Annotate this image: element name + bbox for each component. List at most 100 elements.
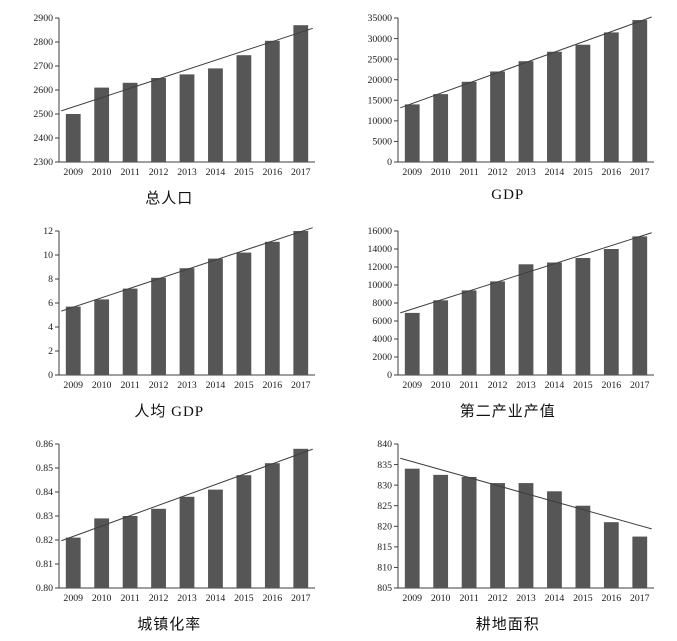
x-tick-label: 2017 bbox=[291, 167, 311, 178]
x-tick-label: 2014 bbox=[206, 380, 226, 391]
bar bbox=[433, 475, 448, 588]
chart-title-urbanization-rate: 城镇化率 bbox=[137, 613, 201, 634]
x-tick-label: 2012 bbox=[488, 167, 508, 178]
x-tick-label: 2017 bbox=[291, 380, 311, 391]
x-tick-label: 2017 bbox=[630, 167, 650, 178]
chart-title-total-population: 总人口 bbox=[145, 187, 193, 208]
y-tick-label: 835 bbox=[377, 460, 392, 471]
y-tick-label: 0 bbox=[387, 157, 392, 168]
y-tick-label: 2 bbox=[48, 346, 53, 357]
bar bbox=[265, 41, 280, 162]
bar bbox=[95, 88, 110, 162]
x-tick-label: 2013 bbox=[177, 593, 197, 604]
x-tick-label: 2013 bbox=[516, 167, 536, 178]
bar bbox=[151, 78, 166, 162]
bar bbox=[490, 71, 505, 162]
bar bbox=[518, 483, 533, 588]
bar bbox=[237, 253, 252, 375]
bar bbox=[575, 258, 590, 375]
bar bbox=[405, 104, 420, 162]
bar bbox=[237, 475, 252, 588]
y-tick-label: 0.86 bbox=[36, 439, 53, 450]
x-tick-label: 2009 bbox=[402, 167, 422, 178]
x-tick-label: 2011 bbox=[121, 167, 140, 178]
y-tick-label: 10000 bbox=[367, 280, 392, 291]
bar bbox=[294, 231, 309, 375]
x-tick-label: 2010 bbox=[431, 167, 451, 178]
x-tick-label: 2015 bbox=[573, 593, 593, 604]
y-tick-label: 2300 bbox=[34, 157, 54, 168]
y-tick-label: 825 bbox=[377, 501, 392, 512]
x-tick-label: 2015 bbox=[234, 380, 254, 391]
x-tick-label: 2012 bbox=[149, 167, 169, 178]
chart-title-gdp-per-capita: 人均 GDP bbox=[134, 400, 204, 421]
x-tick-label: 2009 bbox=[402, 380, 422, 391]
x-tick-label: 2016 bbox=[601, 380, 621, 391]
bar bbox=[575, 45, 590, 162]
chart-title-gdp: GDP bbox=[491, 187, 524, 204]
bar bbox=[123, 516, 138, 588]
bar bbox=[208, 490, 223, 588]
bar bbox=[151, 509, 166, 588]
bar bbox=[632, 236, 647, 375]
bar bbox=[632, 20, 647, 162]
y-tick-label: 820 bbox=[377, 521, 392, 532]
bar bbox=[547, 52, 562, 162]
y-tick-label: 2500 bbox=[34, 109, 54, 120]
bar bbox=[433, 94, 448, 162]
y-tick-label: 0.81 bbox=[36, 559, 53, 570]
chart-title-cultivated-land-area: 耕地面积 bbox=[476, 613, 540, 634]
y-tick-label: 0 bbox=[48, 370, 53, 381]
y-tick-label: 2400 bbox=[34, 133, 54, 144]
x-tick-label: 2016 bbox=[601, 593, 621, 604]
x-tick-label: 2011 bbox=[121, 380, 140, 391]
y-tick-label: 8 bbox=[48, 274, 53, 285]
x-tick-label: 2011 bbox=[459, 167, 478, 178]
x-tick-label: 2009 bbox=[64, 380, 84, 391]
x-tick-label: 2013 bbox=[177, 380, 197, 391]
y-tick-label: 0.84 bbox=[36, 487, 53, 498]
y-tick-label: 840 bbox=[377, 439, 392, 450]
x-tick-label: 2010 bbox=[431, 380, 451, 391]
x-tick-label: 2012 bbox=[149, 380, 169, 391]
bar bbox=[208, 259, 223, 375]
x-tick-label: 2014 bbox=[544, 593, 564, 604]
bar bbox=[66, 538, 81, 588]
x-tick-label: 2012 bbox=[488, 380, 508, 391]
bar bbox=[461, 82, 476, 162]
chart-svg: 0200040006000800010000120001400016000200… bbox=[352, 223, 664, 397]
y-tick-label: 0.85 bbox=[36, 463, 53, 474]
x-tick-label: 2013 bbox=[177, 167, 197, 178]
y-tick-label: 2800 bbox=[34, 37, 54, 48]
y-tick-label: 0.80 bbox=[36, 583, 53, 594]
y-tick-label: 5000 bbox=[372, 137, 392, 148]
y-tick-label: 2000 bbox=[372, 352, 392, 363]
y-tick-label: 2600 bbox=[34, 85, 54, 96]
bar bbox=[405, 313, 420, 375]
x-tick-label: 2010 bbox=[431, 593, 451, 604]
bar bbox=[151, 278, 166, 375]
bar bbox=[123, 289, 138, 375]
x-tick-label: 2013 bbox=[516, 380, 536, 391]
bar bbox=[461, 290, 476, 375]
x-tick-label: 2010 bbox=[92, 380, 112, 391]
y-tick-label: 10 bbox=[43, 250, 53, 261]
x-tick-label: 2017 bbox=[630, 593, 650, 604]
x-tick-label: 2014 bbox=[206, 167, 226, 178]
bar bbox=[518, 264, 533, 375]
x-tick-label: 2014 bbox=[544, 167, 564, 178]
y-tick-label: 0.82 bbox=[36, 535, 53, 546]
x-tick-label: 2015 bbox=[234, 167, 254, 178]
bar bbox=[604, 522, 619, 588]
y-tick-label: 14000 bbox=[367, 244, 392, 255]
y-tick-label: 2900 bbox=[34, 13, 54, 24]
bar bbox=[180, 497, 195, 588]
